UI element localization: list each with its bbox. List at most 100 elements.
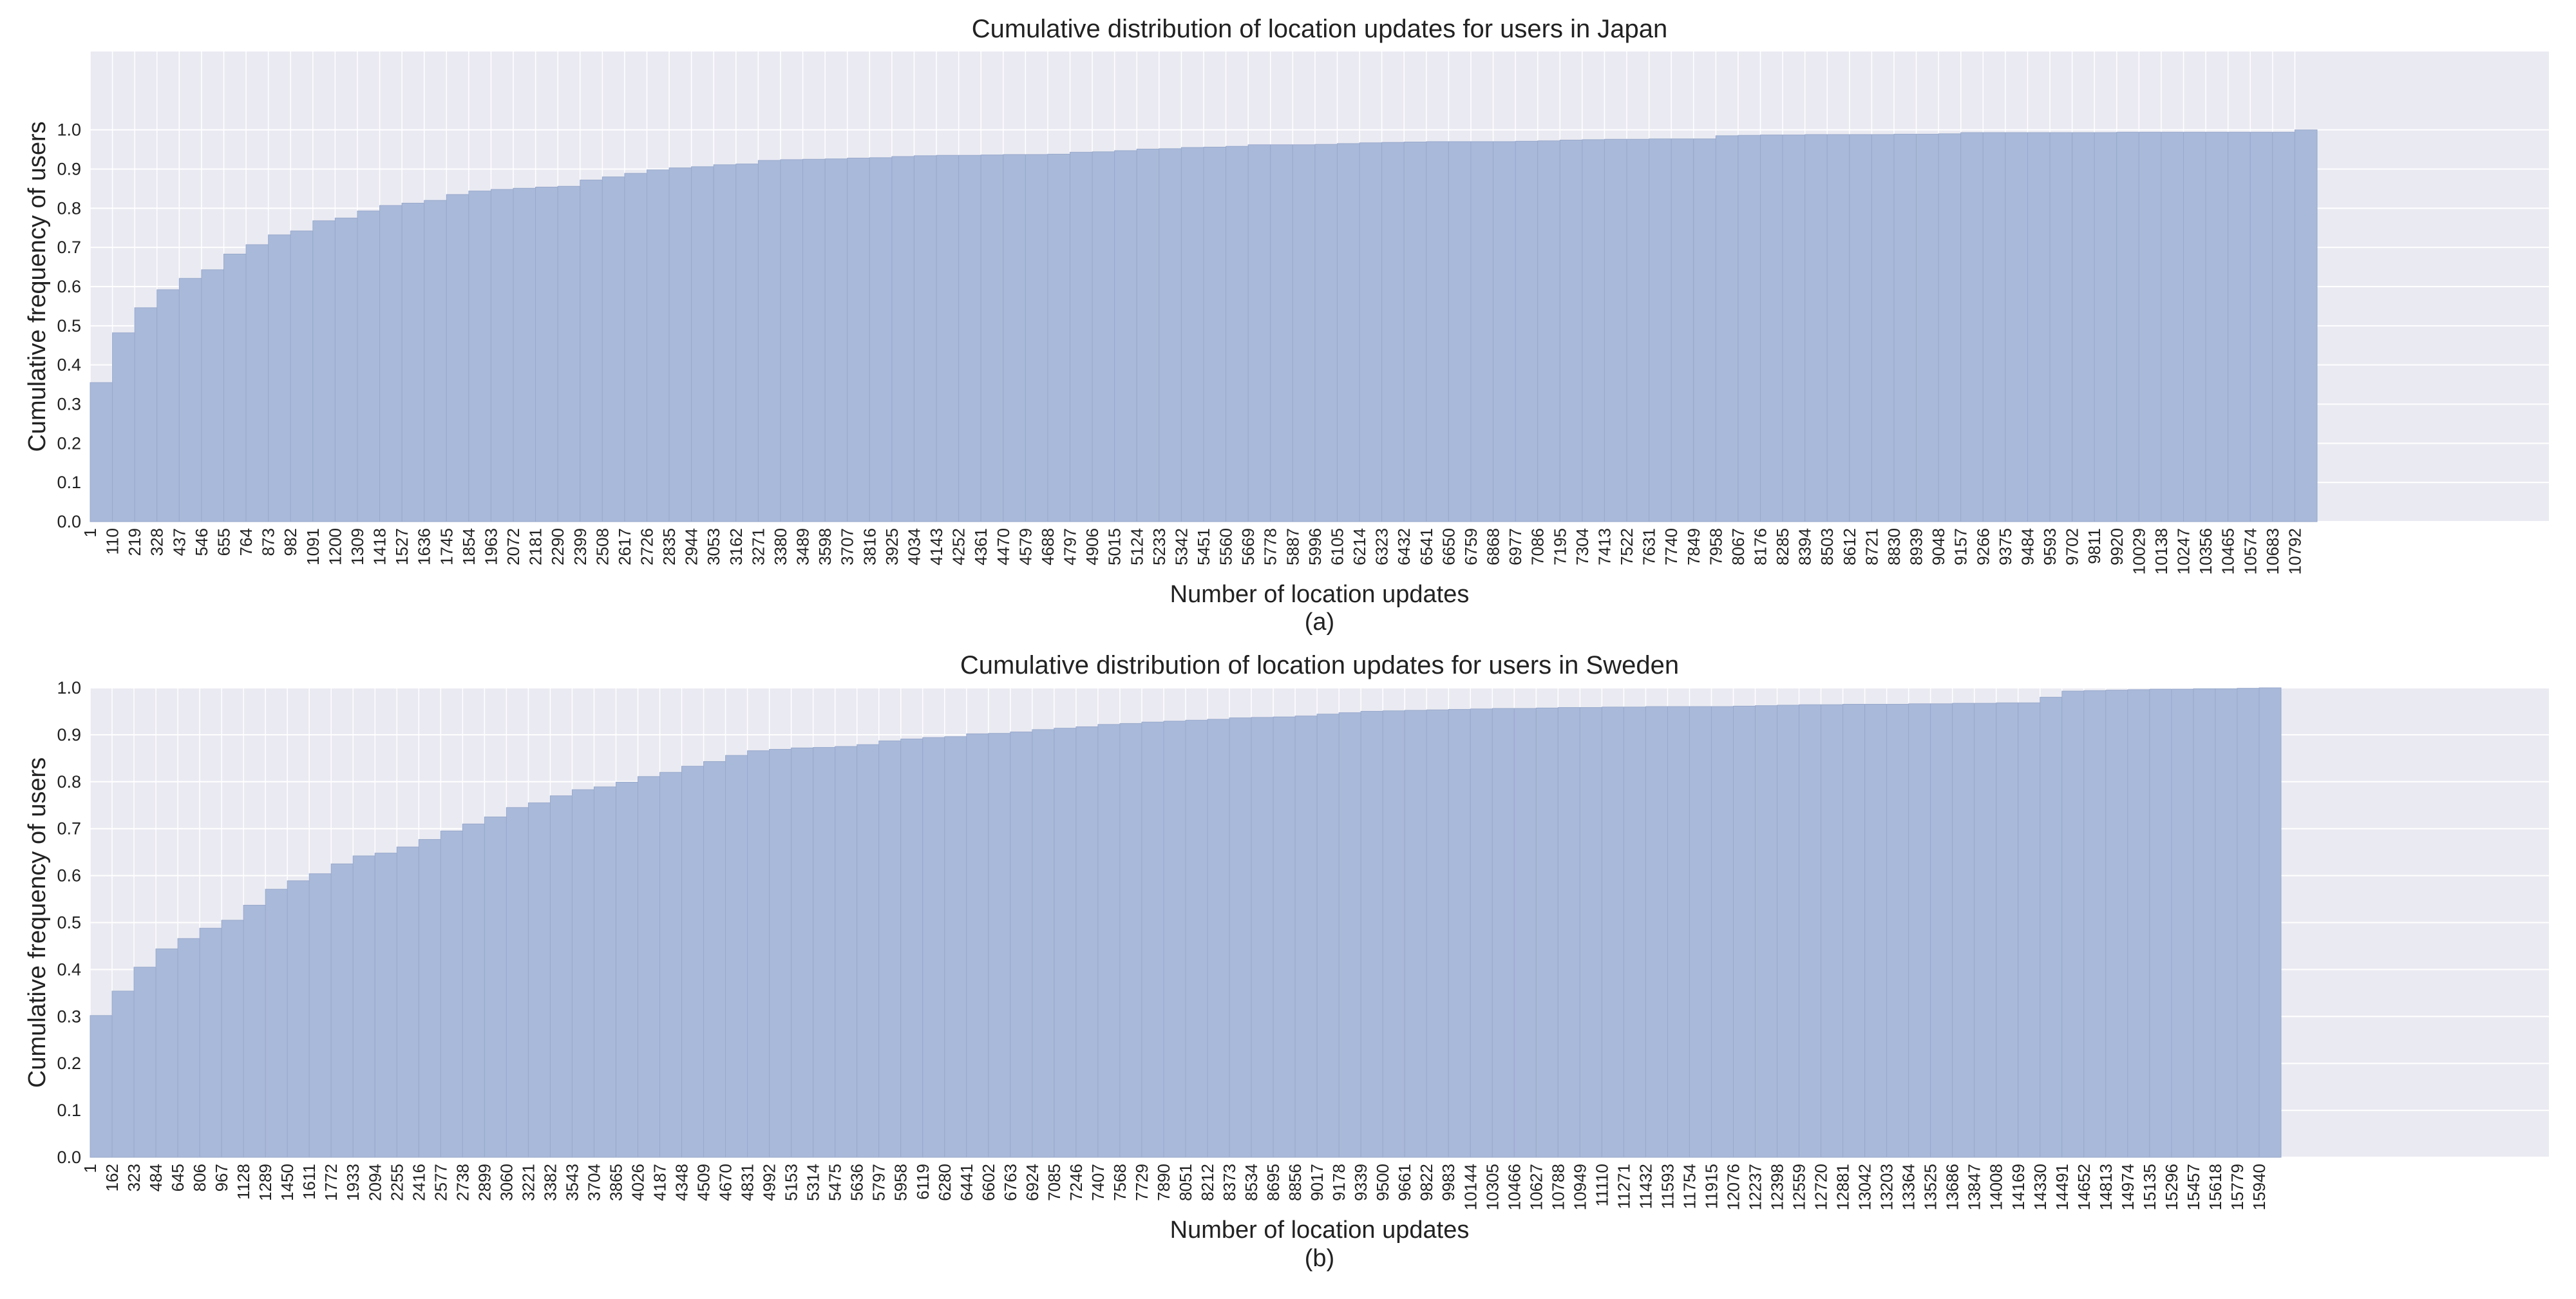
- bar: [199, 927, 222, 1158]
- x-tick-label: 1933: [343, 1164, 363, 1201]
- y-tick-label: 0.1: [57, 1101, 81, 1120]
- x-tick-label: 10465: [2219, 528, 2238, 574]
- x-tick-label: 3543: [562, 1164, 582, 1201]
- bar: [535, 186, 558, 522]
- bar: [958, 155, 981, 522]
- y-tick-label: 0.4: [57, 960, 81, 979]
- x-tick-label: 9048: [1929, 528, 1948, 565]
- x-tick-label: 806: [190, 1164, 209, 1191]
- bar: [156, 289, 180, 522]
- y-ticks-sweden: 0.0 0.1 0.2 0.3 0.4 0.5 0.6 0.7 0.8 0.9 1.0: [57, 678, 81, 1167]
- x-tick-label: 1: [80, 528, 100, 537]
- bar: [913, 155, 937, 522]
- x-tick-label: 10949: [1570, 1164, 1589, 1210]
- bar: [177, 938, 200, 1158]
- bar: [1930, 703, 1953, 1158]
- bar: [308, 873, 332, 1158]
- bar: [112, 332, 135, 522]
- x-tick-label: 4361: [971, 528, 990, 565]
- bar: [2215, 688, 2238, 1158]
- x-tick-label: 645: [168, 1164, 187, 1191]
- x-tick-label: 2617: [615, 528, 634, 565]
- x-tick-label: 9375: [1996, 528, 2015, 565]
- x-tick-label: 9500: [1373, 1164, 1392, 1201]
- x-tick-label: 9339: [1351, 1164, 1370, 1201]
- bar: [446, 194, 469, 522]
- x-tick-label: 11432: [1636, 1164, 1655, 1209]
- bar: [1645, 706, 1668, 1158]
- y-tick-label: 1.0: [57, 120, 81, 140]
- bar: [2127, 689, 2150, 1158]
- x-tick-label: 8285: [1773, 528, 1792, 565]
- x-ticks-sweden: 1 162 323 484 645 806 967 1128 1289 1450 1611 1772 1…: [80, 1164, 2269, 1210]
- bar: [1982, 132, 2006, 522]
- bar: [2049, 132, 2073, 522]
- bar: [178, 278, 202, 522]
- x-tick-label: 1963: [481, 528, 500, 565]
- bar: [268, 234, 291, 522]
- x-tick-label: 13042: [1855, 1164, 1875, 1210]
- y-tick-label: 0.1: [57, 473, 81, 492]
- bar: [681, 766, 705, 1158]
- bar: [813, 747, 836, 1158]
- bar: [1032, 729, 1055, 1158]
- bar: [90, 1015, 113, 1158]
- bar: [780, 159, 804, 522]
- x-tick-label: 10792: [2285, 528, 2304, 574]
- y-tick-label: 0.3: [57, 395, 81, 414]
- bar: [312, 220, 336, 522]
- x-tick-label: 4992: [760, 1164, 779, 1201]
- x-tick-label: 5560: [1217, 528, 1236, 565]
- x-tick-label: 11915: [1701, 1164, 1721, 1209]
- x-tick-label: 12237: [1746, 1164, 1765, 1210]
- bar: [1626, 138, 1650, 522]
- x-tick-label: 4579: [1016, 528, 1035, 565]
- x-tick-label: 110: [103, 528, 122, 555]
- x-tick-label: 8373: [1220, 1164, 1239, 1201]
- x-tick-label: 7631: [1640, 528, 1659, 565]
- x-tick-label: 12076: [1724, 1164, 1743, 1210]
- y-tick-label: 0.0: [57, 512, 81, 531]
- bar: [1119, 723, 1142, 1158]
- bar: [1804, 134, 1828, 522]
- bar: [1667, 706, 1690, 1158]
- bar: [847, 157, 870, 522]
- bar: [615, 782, 638, 1158]
- bar: [900, 738, 923, 1158]
- bar: [1003, 154, 1026, 522]
- y-tick-label: 0.9: [57, 160, 81, 179]
- x-tick-label: 4831: [738, 1164, 757, 1201]
- bar: [1226, 146, 1249, 522]
- bar: [1559, 139, 1583, 522]
- x-tick-label: 1611: [299, 1164, 319, 1200]
- bar: [401, 202, 425, 522]
- x-tick-label: 873: [259, 528, 278, 556]
- bar: [1448, 709, 1471, 1158]
- y-tick-label: 0.0: [57, 1148, 81, 1167]
- x-tick-label: 2072: [504, 528, 523, 565]
- x-tick-label: 1854: [459, 528, 478, 565]
- bar: [1010, 732, 1033, 1158]
- bar: [2094, 132, 2117, 522]
- bar: [334, 218, 358, 522]
- bar: [1960, 132, 1984, 522]
- bar: [601, 176, 625, 522]
- bar: [90, 382, 113, 522]
- subfigure-label-a: (a): [1305, 609, 1334, 636]
- x-tick-label: 13525: [1921, 1164, 1940, 1210]
- x-tick-label: 6602: [979, 1164, 998, 1201]
- bars-sweden: [90, 687, 2282, 1158]
- x-tick-label: 8051: [1176, 1164, 1195, 1201]
- bar: [2027, 132, 2050, 522]
- x-tick-label: 2094: [365, 1164, 384, 1201]
- bar: [1842, 704, 1866, 1158]
- bar: [1557, 707, 1580, 1158]
- x-tick-label: 3380: [771, 528, 790, 565]
- bar: [703, 761, 726, 1158]
- bar: [379, 205, 402, 522]
- x-tick-label: 14008: [1987, 1164, 2006, 1210]
- x-tick-label: 5233: [1150, 528, 1169, 565]
- bar: [1579, 707, 1602, 1158]
- bar: [735, 164, 759, 522]
- x-tick-label: 6105: [1327, 528, 1347, 565]
